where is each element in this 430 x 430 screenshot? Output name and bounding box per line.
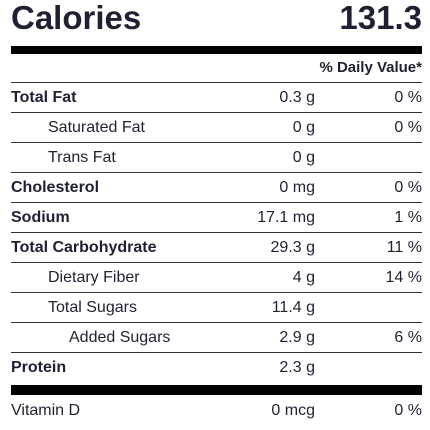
nutrient-daily-value: 0 % [394,89,422,106]
nutrient-daily-value: 0 % [394,119,422,136]
nutrient-amount: 17.1 mg [257,209,315,226]
nutrient-row-total-fat: Total Fat 0.3 g 0 % [11,83,422,113]
vitamin-row-vitamin-d: Vitamin D 0 mcg 0 % [11,396,422,425]
nutrient-row-protein: Protein 2.3 g [11,353,422,382]
nutrient-name: Protein [11,359,67,376]
nutrient-daily-value: 11 % [386,239,422,256]
nutrient-row-sodium: Sodium 17.1 mg 1 % [11,203,422,233]
nutrient-name: Saturated Fat [48,119,145,136]
nutrient-name: Total Fat [11,89,77,106]
nutrient-name: Total Carbohydrate [11,239,157,256]
nutrient-row-cholesterol: Cholesterol 0 mg 0 % [11,173,422,203]
calories-label: Calories [11,0,142,36]
nutrient-name: Sodium [11,209,70,226]
nutrient-amount: 0 mg [279,179,315,196]
nutrient-amount: 11.4 g [271,299,315,316]
nutrient-name: Cholesterol [11,179,100,196]
nutrient-amount: 0 g [292,119,315,136]
vitamin-name: Vitamin D [11,402,81,419]
nutrition-facts-panel: Calories 131.3 % Daily Value* Total Fat … [11,0,422,425]
nutrient-row-saturated-fat: Saturated Fat 0 g 0 % [11,113,422,143]
nutrient-amount: 0 g [292,149,315,166]
vitamin-daily-value: 0 % [394,402,422,419]
daily-value-header: % Daily Value* [11,54,422,83]
calories-row: Calories 131.3 [11,0,422,46]
vitamin-amount: 0 mcg [271,402,315,419]
nutrient-row-total-sugars: Total Sugars 11.4 g [11,293,422,323]
nutrient-daily-value: 6 % [394,329,422,346]
nutrient-amount: 29.3 g [270,239,315,256]
nutrient-name: Total Sugars [48,299,137,316]
nutrient-name: Trans Fat [48,149,116,166]
nutrient-daily-value: 1 % [394,209,422,226]
thick-divider [11,385,422,395]
nutrient-row-trans-fat: Trans Fat 0 g [11,143,422,173]
nutrient-row-total-carbohydrate: Total Carbohydrate 29.3 g 11 % [11,233,422,263]
nutrient-daily-value: 14 % [385,269,422,286]
nutrient-row-added-sugars: Added Sugars 2.9 g 6 % [11,323,422,353]
thick-divider [11,46,422,54]
calories-value: 131.3 [339,0,422,36]
nutrient-name: Dietary Fiber [48,269,140,286]
nutrient-daily-value: 0 % [394,179,422,196]
nutrient-amount: 2.9 g [279,329,315,346]
nutrient-row-dietary-fiber: Dietary Fiber 4 g 14 % [11,263,422,293]
nutrient-name: Added Sugars [69,329,171,346]
nutrient-amount: 0.3 g [279,89,315,106]
daily-value-header-label: % Daily Value* [319,59,422,76]
nutrient-amount: 4 g [292,269,315,286]
nutrient-amount: 2.3 g [279,359,315,376]
